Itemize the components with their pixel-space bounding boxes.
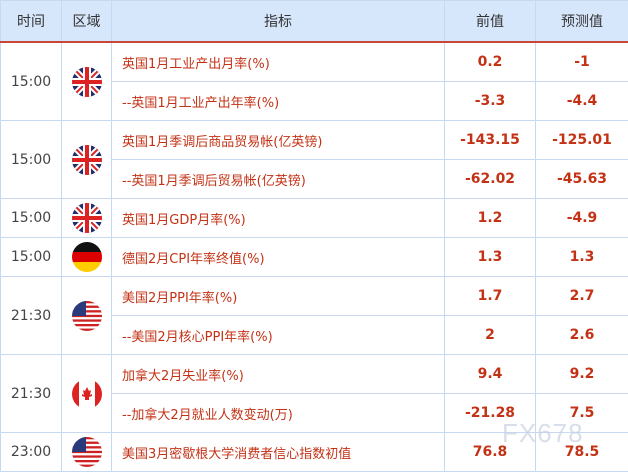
region-cell xyxy=(62,277,112,355)
region-cell xyxy=(62,121,112,199)
indicator-link[interactable]: 英国1月工业产出月率(%) xyxy=(112,42,445,82)
uk-flag-icon xyxy=(72,203,102,233)
germany-flag-icon xyxy=(72,242,102,272)
forecast-value: -4.4 xyxy=(536,82,628,121)
header-time: 时间 xyxy=(1,1,62,43)
region-cell xyxy=(62,433,112,472)
event-time: 15:00 xyxy=(1,199,62,238)
uk-flag-icon xyxy=(72,67,102,97)
header-region: 区域 xyxy=(62,1,112,43)
previous-value: -62.02 xyxy=(445,160,536,199)
us-flag-icon xyxy=(72,301,102,331)
forecast-value: 2.6 xyxy=(536,316,628,355)
indicator-link[interactable]: --英国1月工业产出年率(%) xyxy=(112,82,445,121)
indicator-link[interactable]: --英国1月季调后贸易帐(亿英镑) xyxy=(112,160,445,199)
forecast-value: -4.9 xyxy=(536,199,628,238)
indicator-link[interactable]: 加拿大2月失业率(%) xyxy=(112,355,445,394)
forecast-value: -1 xyxy=(536,42,628,82)
event-time: 21:30 xyxy=(1,355,62,433)
region-cell xyxy=(62,355,112,433)
forecast-value: -125.01 xyxy=(536,121,628,160)
header-forecast: 预测值 xyxy=(536,1,628,43)
indicator-link[interactable]: 英国1月季调后商品贸易帐(亿英镑) xyxy=(112,121,445,160)
canada-flag-icon xyxy=(72,379,102,409)
previous-value: -3.3 xyxy=(445,82,536,121)
indicator-link[interactable]: 美国2月PPI年率(%) xyxy=(112,277,445,316)
previous-value: 9.4 xyxy=(445,355,536,394)
indicator-link[interactable]: 美国3月密歇根大学消费者信心指数初值 xyxy=(112,433,445,472)
previous-value: 1.2 xyxy=(445,199,536,238)
watermark: FX678 xyxy=(502,418,584,449)
region-cell xyxy=(62,42,112,121)
event-time: 21:30 xyxy=(1,277,62,355)
forecast-value: 1.3 xyxy=(536,238,628,277)
event-time: 23:00 xyxy=(1,433,62,472)
previous-value: -143.15 xyxy=(445,121,536,160)
region-cell xyxy=(62,199,112,238)
event-time: 15:00 xyxy=(1,121,62,199)
forecast-value: 2.7 xyxy=(536,277,628,316)
previous-value: 1.3 xyxy=(445,238,536,277)
indicator-link[interactable]: 德国2月CPI年率终值(%) xyxy=(112,238,445,277)
previous-value: 1.7 xyxy=(445,277,536,316)
table-header: 时间 区域 指标 前值 预测值 xyxy=(1,1,628,43)
previous-value: 2 xyxy=(445,316,536,355)
indicator-link[interactable]: 英国1月GDP月率(%) xyxy=(112,199,445,238)
uk-flag-icon xyxy=(72,145,102,175)
indicator-link[interactable]: --加拿大2月就业人数变动(万) xyxy=(112,394,445,433)
region-cell xyxy=(62,238,112,277)
indicator-link[interactable]: --美国2月核心PPI年率(%) xyxy=(112,316,445,355)
table-row: 15:00 英国1月GDP月率(%)1.2-4.9 xyxy=(1,199,628,238)
us-flag-icon xyxy=(72,437,102,467)
header-indicator: 指标 xyxy=(112,1,445,43)
forecast-value: -45.63 xyxy=(536,160,628,199)
forecast-value: 9.2 xyxy=(536,355,628,394)
previous-value: 0.2 xyxy=(445,42,536,82)
event-time: 15:00 xyxy=(1,42,62,121)
header-previous: 前值 xyxy=(445,1,536,43)
event-time: 15:00 xyxy=(1,238,62,277)
